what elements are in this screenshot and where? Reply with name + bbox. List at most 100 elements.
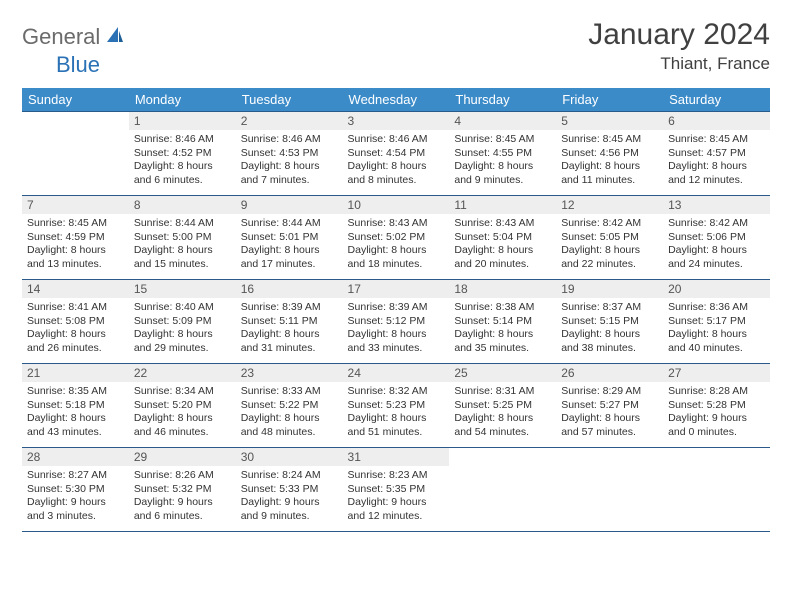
day-number: 6 <box>663 112 770 130</box>
day-number: 17 <box>343 280 450 298</box>
day-details: Sunrise: 8:42 AMSunset: 5:05 PMDaylight:… <box>556 214 663 276</box>
calendar-day-cell <box>556 448 663 532</box>
day-details: Sunrise: 8:46 AMSunset: 4:54 PMDaylight:… <box>343 130 450 192</box>
day-number: 5 <box>556 112 663 130</box>
calendar-day-cell: 8Sunrise: 8:44 AMSunset: 5:00 PMDaylight… <box>129 196 236 280</box>
calendar-day-cell: 16Sunrise: 8:39 AMSunset: 5:11 PMDayligh… <box>236 280 343 364</box>
calendar-day-cell: 19Sunrise: 8:37 AMSunset: 5:15 PMDayligh… <box>556 280 663 364</box>
calendar-day-cell: 30Sunrise: 8:24 AMSunset: 5:33 PMDayligh… <box>236 448 343 532</box>
calendar-day-cell: 24Sunrise: 8:32 AMSunset: 5:23 PMDayligh… <box>343 364 450 448</box>
day-details: Sunrise: 8:40 AMSunset: 5:09 PMDaylight:… <box>129 298 236 360</box>
weekday-header: Tuesday <box>236 88 343 112</box>
calendar-day-cell: 18Sunrise: 8:38 AMSunset: 5:14 PMDayligh… <box>449 280 556 364</box>
day-details: Sunrise: 8:41 AMSunset: 5:08 PMDaylight:… <box>22 298 129 360</box>
calendar-day-cell: 29Sunrise: 8:26 AMSunset: 5:32 PMDayligh… <box>129 448 236 532</box>
calendar-day-cell: 2Sunrise: 8:46 AMSunset: 4:53 PMDaylight… <box>236 112 343 196</box>
day-number: 26 <box>556 364 663 382</box>
day-details: Sunrise: 8:39 AMSunset: 5:12 PMDaylight:… <box>343 298 450 360</box>
day-details: Sunrise: 8:27 AMSunset: 5:30 PMDaylight:… <box>22 466 129 528</box>
day-details: Sunrise: 8:43 AMSunset: 5:02 PMDaylight:… <box>343 214 450 276</box>
day-number: 27 <box>663 364 770 382</box>
day-number: 19 <box>556 280 663 298</box>
day-details: Sunrise: 8:42 AMSunset: 5:06 PMDaylight:… <box>663 214 770 276</box>
weekday-header: Thursday <box>449 88 556 112</box>
calendar-day-cell: 10Sunrise: 8:43 AMSunset: 5:02 PMDayligh… <box>343 196 450 280</box>
day-number: 29 <box>129 448 236 466</box>
day-details: Sunrise: 8:36 AMSunset: 5:17 PMDaylight:… <box>663 298 770 360</box>
day-number: 22 <box>129 364 236 382</box>
day-details: Sunrise: 8:23 AMSunset: 5:35 PMDaylight:… <box>343 466 450 528</box>
day-details: Sunrise: 8:45 AMSunset: 4:56 PMDaylight:… <box>556 130 663 192</box>
calendar-day-cell <box>663 448 770 532</box>
calendar-day-cell: 14Sunrise: 8:41 AMSunset: 5:08 PMDayligh… <box>22 280 129 364</box>
calendar-week-row: 7Sunrise: 8:45 AMSunset: 4:59 PMDaylight… <box>22 196 770 280</box>
day-details: Sunrise: 8:28 AMSunset: 5:28 PMDaylight:… <box>663 382 770 444</box>
day-number: 21 <box>22 364 129 382</box>
calendar-week-row: 28Sunrise: 8:27 AMSunset: 5:30 PMDayligh… <box>22 448 770 532</box>
day-number: 20 <box>663 280 770 298</box>
day-details: Sunrise: 8:35 AMSunset: 5:18 PMDaylight:… <box>22 382 129 444</box>
day-number: 3 <box>343 112 450 130</box>
weekday-header: Monday <box>129 88 236 112</box>
day-number: 23 <box>236 364 343 382</box>
day-number: 11 <box>449 196 556 214</box>
logo-text-general: General <box>22 24 100 50</box>
day-number: 28 <box>22 448 129 466</box>
logo-sail-icon <box>104 25 124 50</box>
day-number: 12 <box>556 196 663 214</box>
day-details: Sunrise: 8:45 AMSunset: 4:59 PMDaylight:… <box>22 214 129 276</box>
calendar-day-cell: 15Sunrise: 8:40 AMSunset: 5:09 PMDayligh… <box>129 280 236 364</box>
header: General January 2024 Thiant, France <box>22 18 770 74</box>
day-number: 30 <box>236 448 343 466</box>
calendar-day-cell: 5Sunrise: 8:45 AMSunset: 4:56 PMDaylight… <box>556 112 663 196</box>
calendar-day-cell: 17Sunrise: 8:39 AMSunset: 5:12 PMDayligh… <box>343 280 450 364</box>
calendar-table: SundayMondayTuesdayWednesdayThursdayFrid… <box>22 88 770 532</box>
calendar-week-row: 14Sunrise: 8:41 AMSunset: 5:08 PMDayligh… <box>22 280 770 364</box>
calendar-day-cell: 4Sunrise: 8:45 AMSunset: 4:55 PMDaylight… <box>449 112 556 196</box>
calendar-day-cell: 3Sunrise: 8:46 AMSunset: 4:54 PMDaylight… <box>343 112 450 196</box>
day-number: 2 <box>236 112 343 130</box>
calendar-day-cell: 27Sunrise: 8:28 AMSunset: 5:28 PMDayligh… <box>663 364 770 448</box>
day-number: 14 <box>22 280 129 298</box>
calendar-day-cell: 9Sunrise: 8:44 AMSunset: 5:01 PMDaylight… <box>236 196 343 280</box>
location: Thiant, France <box>588 54 770 74</box>
calendar-day-cell: 21Sunrise: 8:35 AMSunset: 5:18 PMDayligh… <box>22 364 129 448</box>
calendar-day-cell: 13Sunrise: 8:42 AMSunset: 5:06 PMDayligh… <box>663 196 770 280</box>
day-number: 16 <box>236 280 343 298</box>
day-number: 24 <box>343 364 450 382</box>
day-number: 8 <box>129 196 236 214</box>
calendar-day-cell: 11Sunrise: 8:43 AMSunset: 5:04 PMDayligh… <box>449 196 556 280</box>
calendar-week-row: 1Sunrise: 8:46 AMSunset: 4:52 PMDaylight… <box>22 112 770 196</box>
day-details: Sunrise: 8:46 AMSunset: 4:52 PMDaylight:… <box>129 130 236 192</box>
day-number: 18 <box>449 280 556 298</box>
calendar-week-row: 21Sunrise: 8:35 AMSunset: 5:18 PMDayligh… <box>22 364 770 448</box>
day-number: 15 <box>129 280 236 298</box>
page-title: January 2024 <box>588 18 770 52</box>
day-details: Sunrise: 8:32 AMSunset: 5:23 PMDaylight:… <box>343 382 450 444</box>
day-number: 9 <box>236 196 343 214</box>
weekday-header: Wednesday <box>343 88 450 112</box>
day-details: Sunrise: 8:43 AMSunset: 5:04 PMDaylight:… <box>449 214 556 276</box>
calendar-day-cell: 31Sunrise: 8:23 AMSunset: 5:35 PMDayligh… <box>343 448 450 532</box>
day-details: Sunrise: 8:26 AMSunset: 5:32 PMDaylight:… <box>129 466 236 528</box>
logo: General <box>22 18 126 50</box>
calendar-day-cell: 25Sunrise: 8:31 AMSunset: 5:25 PMDayligh… <box>449 364 556 448</box>
day-details: Sunrise: 8:29 AMSunset: 5:27 PMDaylight:… <box>556 382 663 444</box>
day-number: 25 <box>449 364 556 382</box>
day-details: Sunrise: 8:38 AMSunset: 5:14 PMDaylight:… <box>449 298 556 360</box>
weekday-header: Sunday <box>22 88 129 112</box>
weekday-header: Saturday <box>663 88 770 112</box>
calendar-day-cell: 6Sunrise: 8:45 AMSunset: 4:57 PMDaylight… <box>663 112 770 196</box>
day-details: Sunrise: 8:45 AMSunset: 4:55 PMDaylight:… <box>449 130 556 192</box>
day-number: 4 <box>449 112 556 130</box>
day-details: Sunrise: 8:44 AMSunset: 5:00 PMDaylight:… <box>129 214 236 276</box>
day-details: Sunrise: 8:45 AMSunset: 4:57 PMDaylight:… <box>663 130 770 192</box>
weekday-header: Friday <box>556 88 663 112</box>
calendar-day-cell: 12Sunrise: 8:42 AMSunset: 5:05 PMDayligh… <box>556 196 663 280</box>
day-number: 13 <box>663 196 770 214</box>
calendar-body: 1Sunrise: 8:46 AMSunset: 4:52 PMDaylight… <box>22 112 770 532</box>
calendar-day-cell: 1Sunrise: 8:46 AMSunset: 4:52 PMDaylight… <box>129 112 236 196</box>
day-details: Sunrise: 8:37 AMSunset: 5:15 PMDaylight:… <box>556 298 663 360</box>
day-details: Sunrise: 8:31 AMSunset: 5:25 PMDaylight:… <box>449 382 556 444</box>
day-number: 7 <box>22 196 129 214</box>
